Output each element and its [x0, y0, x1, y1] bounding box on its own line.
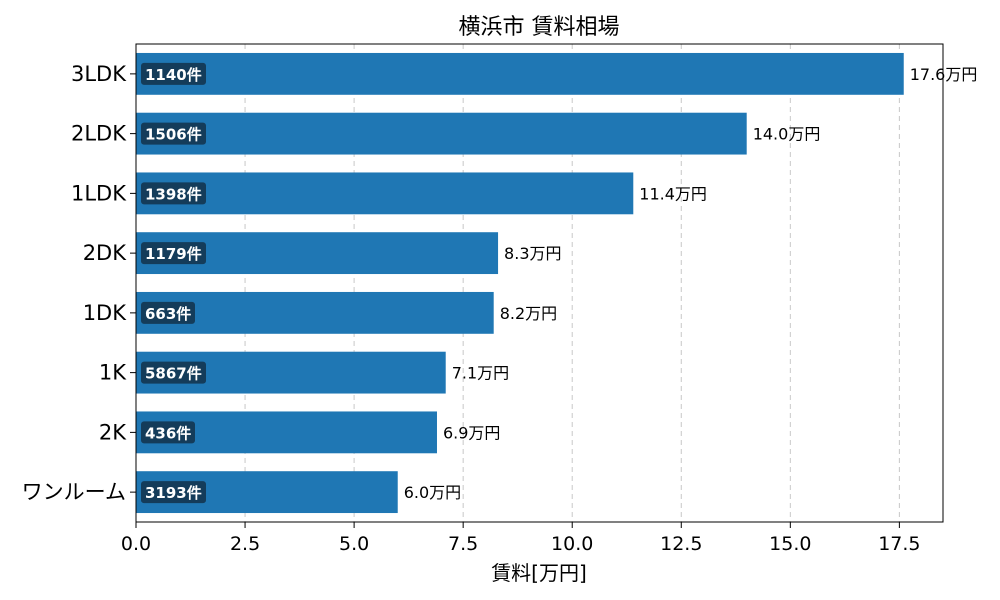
value-label: 17.6万円 [910, 65, 978, 84]
count-badge [141, 242, 206, 265]
value-label: 14.0万円 [753, 125, 821, 144]
count-label: 1179件 [145, 245, 202, 263]
count-label: 436件 [145, 424, 191, 442]
count-badge [141, 122, 206, 145]
count-badge [141, 481, 206, 504]
count-label: 5867件 [145, 365, 202, 383]
value-label: 11.4万円 [639, 184, 707, 203]
count-label: 1398件 [145, 185, 202, 203]
count-badge [141, 182, 206, 205]
category-label: 2K [99, 420, 127, 444]
chart-title: 横浜市 賃料相場 [459, 15, 620, 40]
x-tick-label: 2.5 [230, 533, 260, 555]
count-badge [141, 421, 195, 444]
value-label: 6.9万円 [443, 423, 500, 442]
count-label: 3193件 [145, 484, 202, 502]
count-label: 1140件 [145, 66, 202, 84]
count-badge [141, 301, 195, 324]
count-badge [141, 361, 206, 384]
value-label: 7.1万円 [452, 364, 509, 383]
bar [136, 112, 747, 155]
x-tick-label: 10.0 [551, 533, 593, 555]
x-axis-label: 賃料[万円] [491, 561, 587, 585]
count-label: 1506件 [145, 126, 202, 144]
category-label: 1K [99, 361, 127, 385]
x-tick-label: 17.5 [878, 533, 920, 555]
bar [136, 172, 634, 215]
value-label: 8.2万円 [500, 304, 557, 323]
category-label: 1LDK [71, 181, 127, 205]
bar [136, 52, 904, 95]
bar [136, 291, 494, 334]
axes: 0.0 2.5 5.0 7.5 10.0 12.5 15.0 17.5 3LDK 2LDK 1LDK… [22, 43, 944, 555]
category-label: 3LDK [71, 62, 127, 86]
x-tick-label: 12.5 [660, 533, 702, 555]
count-label: 663件 [145, 305, 191, 323]
category-label: ワンルーム [22, 480, 126, 504]
x-tick-label: 0.0 [121, 533, 151, 555]
x-tick-label: 7.5 [448, 533, 478, 555]
category-label: 1DK [83, 301, 128, 325]
count-badge [141, 62, 206, 85]
plot-frame [135, 43, 944, 523]
x-tick-label: 5.0 [339, 533, 369, 555]
category-label: 2DK [83, 241, 128, 265]
value-label: 6.0万円 [404, 483, 461, 502]
x-tick-label: 15.0 [769, 533, 811, 555]
value-label: 8.3万円 [504, 244, 561, 263]
bars: 1140件 17.6万円 1506件 14.0万円 1398件 11.4万円 1179件 8.… [136, 52, 978, 514]
category-label: 2LDK [71, 122, 127, 146]
